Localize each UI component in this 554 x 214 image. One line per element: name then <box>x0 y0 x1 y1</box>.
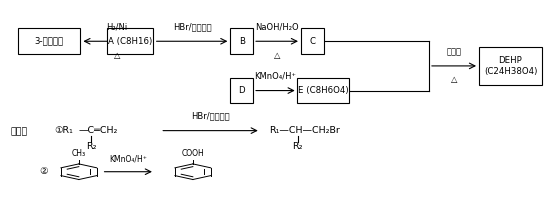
Text: ①R₁: ①R₁ <box>54 126 73 135</box>
FancyBboxPatch shape <box>230 78 253 103</box>
Text: △: △ <box>451 75 457 84</box>
Text: COOH: COOH <box>182 149 204 158</box>
Text: DEHP
(C24H38O4): DEHP (C24H38O4) <box>484 56 537 76</box>
Text: D: D <box>238 86 245 95</box>
Text: A (C8H16): A (C8H16) <box>108 37 152 46</box>
Text: 已知：: 已知： <box>11 127 28 136</box>
Text: HBr/过氧化物: HBr/过氧化物 <box>192 112 230 121</box>
Text: △: △ <box>114 51 120 59</box>
Text: ②: ② <box>39 167 48 176</box>
Text: H₂/Ni: H₂/Ni <box>106 22 127 31</box>
FancyBboxPatch shape <box>107 28 153 54</box>
Text: —C═CH₂: —C═CH₂ <box>79 126 118 135</box>
Text: C: C <box>309 37 315 46</box>
Text: E (C8H6O4): E (C8H6O4) <box>298 86 348 95</box>
FancyBboxPatch shape <box>479 47 542 85</box>
Text: 3-甲基庚烷: 3-甲基庚烷 <box>34 37 64 46</box>
Text: HBr/过氧化物: HBr/过氧化物 <box>173 22 211 31</box>
Text: 浓硫酸: 浓硫酸 <box>447 47 461 56</box>
FancyBboxPatch shape <box>301 28 324 54</box>
Text: KMnO₄/H⁺: KMnO₄/H⁺ <box>109 154 147 163</box>
Text: KMnO₄/H⁺: KMnO₄/H⁺ <box>254 72 296 81</box>
Text: CH₃: CH₃ <box>72 149 86 158</box>
Text: NaOH/H₂O: NaOH/H₂O <box>255 22 299 31</box>
Text: △: △ <box>274 51 280 59</box>
Text: B: B <box>239 37 245 46</box>
Text: R₁—CH—CH₂Br: R₁—CH—CH₂Br <box>269 126 340 135</box>
Text: R₂: R₂ <box>293 141 303 150</box>
FancyBboxPatch shape <box>297 78 349 103</box>
Text: R₂: R₂ <box>86 141 96 150</box>
FancyBboxPatch shape <box>230 28 253 54</box>
FancyBboxPatch shape <box>18 28 80 54</box>
